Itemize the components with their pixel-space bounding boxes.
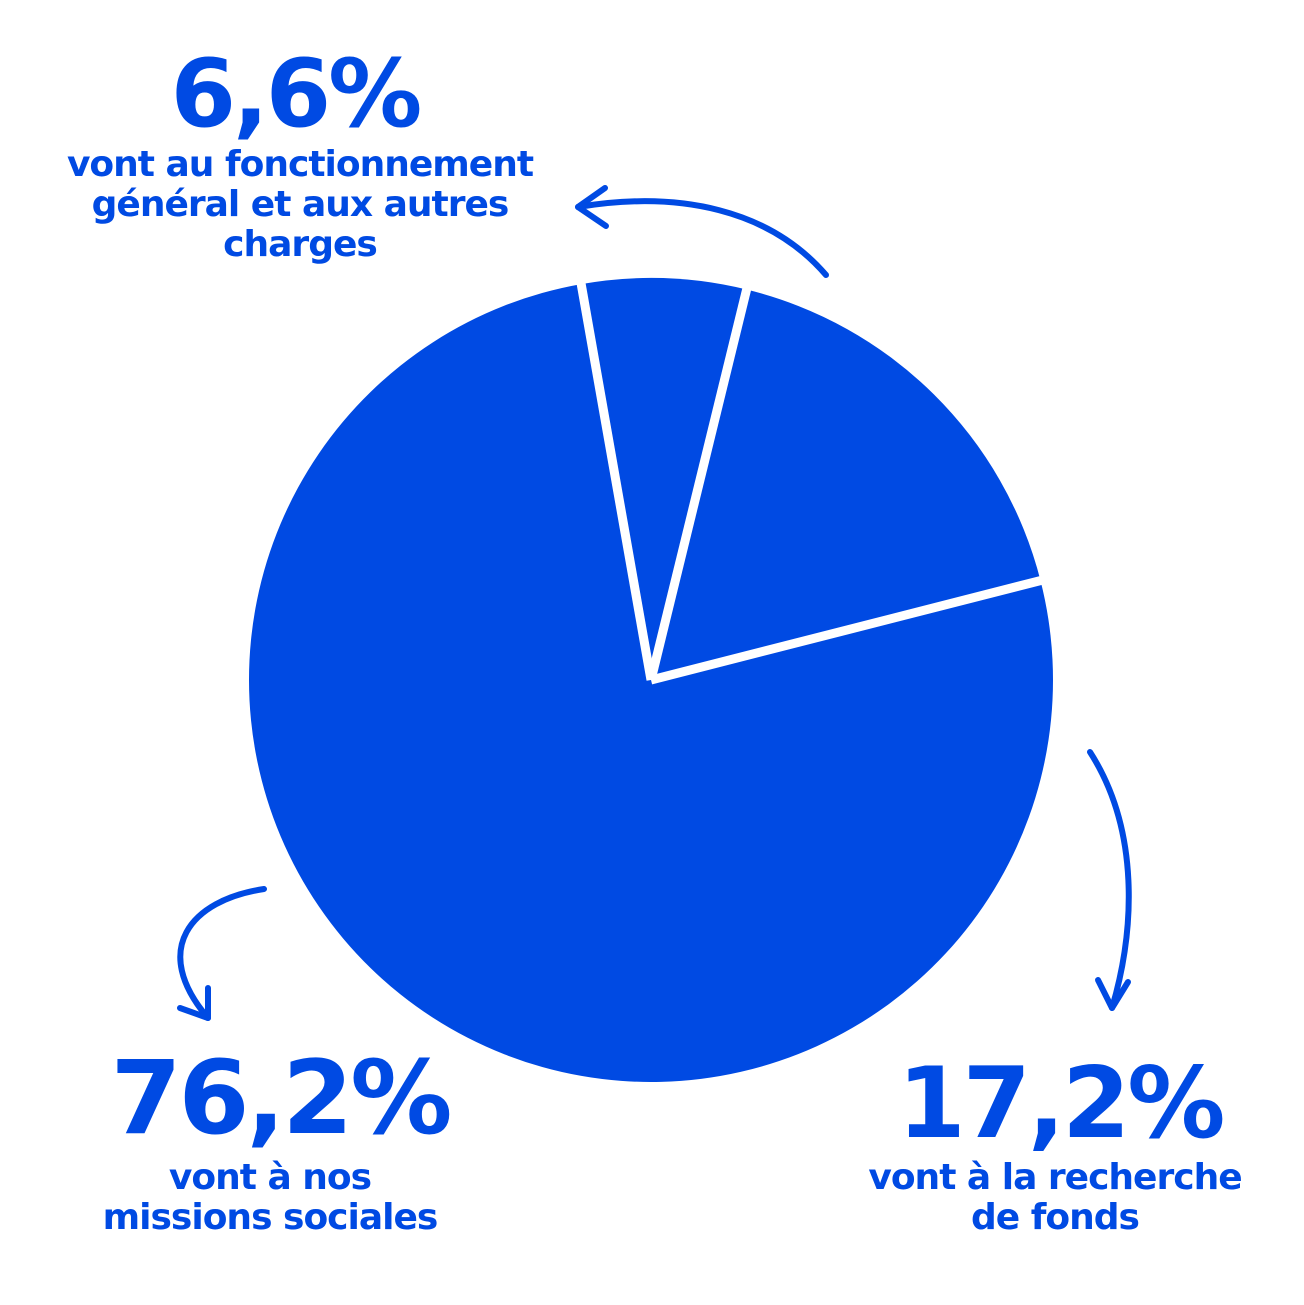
data-label-76-2: 76,2% [110,1039,453,1158]
slice-separator-1 [574,271,656,681]
annotation-line: missions sociales [102,1197,439,1238]
pie-slice-2 [651,289,1041,680]
annotation-line: vont au fonctionnement [66,144,534,185]
arrows [177,185,1132,1021]
slice-separator-3 [649,573,1054,685]
arrow-left-icon [177,886,267,1021]
annotation-missions-sociales: vont à nos missions sociales [40,1158,500,1238]
annotation-recherche-de-fonds: vont à la recherche de fonds [820,1158,1290,1238]
annotation-line: vont à nos [168,1157,372,1198]
annotation-line: de fonds [971,1197,1140,1238]
arrowhead-right-icon [1095,977,1131,1011]
arrowhead-left-icon [177,985,211,1021]
arrow-right-icon [1087,749,1132,1011]
annotation-line: général et aux autres [91,184,510,225]
annotation-fonctionnement: vont au fonctionnement général et aux au… [0,145,600,265]
slice-separator-2 [646,276,754,682]
data-label-6-6: 6,6% [170,40,423,149]
data-label-17-2: 17,2% [897,1047,1226,1161]
pie-slices [248,277,1054,1082]
annotation-line: charges [223,224,378,265]
pie-slice-1 [581,277,747,680]
arrow-top-icon [575,198,829,278]
pie-separators [574,271,1054,685]
annotation-line: vont à la recherche [868,1157,1242,1198]
arrowhead-top-icon [575,185,609,229]
pie-slice-3 [248,284,1054,1082]
